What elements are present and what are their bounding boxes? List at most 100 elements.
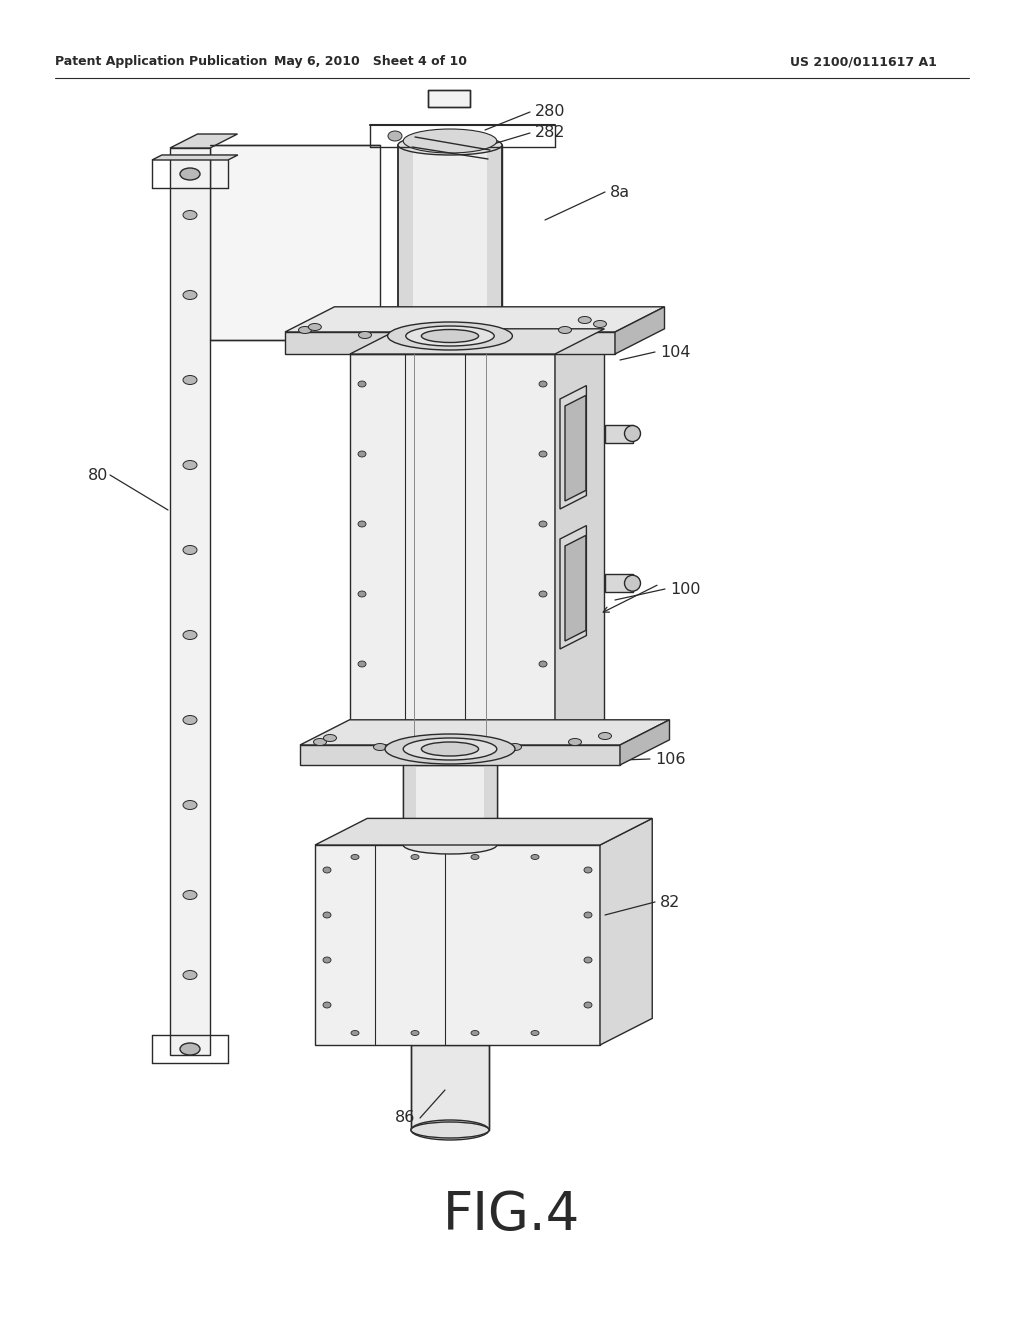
Text: 106: 106 (655, 752, 685, 767)
Ellipse shape (406, 326, 495, 346)
Ellipse shape (428, 334, 441, 342)
Ellipse shape (180, 1043, 200, 1055)
Ellipse shape (323, 867, 331, 873)
Ellipse shape (299, 326, 311, 334)
Ellipse shape (183, 715, 197, 725)
Ellipse shape (183, 375, 197, 384)
Ellipse shape (568, 738, 582, 746)
Ellipse shape (183, 970, 197, 979)
Ellipse shape (625, 576, 640, 591)
Ellipse shape (385, 734, 515, 764)
Ellipse shape (422, 742, 478, 756)
Ellipse shape (351, 854, 359, 859)
Polygon shape (428, 90, 470, 107)
Polygon shape (315, 818, 652, 845)
Text: 100: 100 (670, 582, 700, 597)
Ellipse shape (509, 743, 521, 751)
Ellipse shape (443, 747, 457, 754)
Polygon shape (560, 525, 587, 649)
Ellipse shape (183, 461, 197, 470)
Ellipse shape (531, 1031, 539, 1035)
Ellipse shape (539, 381, 547, 387)
Ellipse shape (358, 451, 366, 457)
Polygon shape (615, 306, 665, 354)
Polygon shape (560, 385, 587, 510)
Ellipse shape (411, 854, 419, 859)
Text: May 6, 2010   Sheet 4 of 10: May 6, 2010 Sheet 4 of 10 (273, 55, 467, 69)
Ellipse shape (183, 631, 197, 639)
Polygon shape (403, 766, 497, 845)
Ellipse shape (358, 591, 366, 597)
Text: FIG.4: FIG.4 (443, 1189, 581, 1241)
Polygon shape (565, 536, 586, 642)
Ellipse shape (494, 331, 507, 338)
Ellipse shape (471, 1031, 479, 1035)
Text: 86: 86 (395, 1110, 415, 1125)
Ellipse shape (625, 425, 640, 441)
Ellipse shape (419, 139, 481, 152)
Polygon shape (152, 154, 238, 160)
Ellipse shape (323, 912, 331, 917)
Text: 82: 82 (660, 895, 680, 909)
Ellipse shape (351, 1031, 359, 1035)
Ellipse shape (398, 135, 502, 154)
Ellipse shape (579, 317, 591, 323)
Ellipse shape (598, 733, 611, 739)
Ellipse shape (374, 743, 386, 751)
Ellipse shape (358, 331, 372, 338)
Polygon shape (350, 329, 604, 354)
Ellipse shape (539, 591, 547, 597)
Ellipse shape (183, 545, 197, 554)
Polygon shape (285, 306, 665, 333)
Ellipse shape (531, 854, 539, 859)
Ellipse shape (358, 661, 366, 667)
Text: Patent Application Publication: Patent Application Publication (55, 55, 267, 69)
Ellipse shape (180, 168, 200, 180)
Text: 282: 282 (535, 125, 565, 140)
Polygon shape (300, 719, 670, 744)
Ellipse shape (183, 800, 197, 809)
Polygon shape (604, 425, 633, 442)
Polygon shape (600, 818, 652, 1045)
Polygon shape (398, 145, 413, 341)
Polygon shape (285, 333, 615, 354)
Ellipse shape (324, 734, 337, 742)
Polygon shape (315, 845, 600, 1045)
Ellipse shape (388, 131, 402, 141)
Ellipse shape (584, 957, 592, 964)
Ellipse shape (183, 210, 197, 219)
Ellipse shape (539, 661, 547, 667)
Polygon shape (411, 1045, 489, 1130)
Text: US 2100/0111617 A1: US 2100/0111617 A1 (790, 55, 937, 69)
Polygon shape (170, 148, 210, 1055)
Ellipse shape (411, 1122, 489, 1138)
Ellipse shape (471, 854, 479, 859)
Polygon shape (483, 766, 497, 845)
Text: 8a: 8a (610, 185, 630, 201)
Polygon shape (170, 135, 238, 148)
Polygon shape (620, 719, 670, 766)
Ellipse shape (411, 1119, 489, 1140)
Polygon shape (300, 744, 620, 766)
Ellipse shape (358, 521, 366, 527)
Ellipse shape (183, 891, 197, 899)
Ellipse shape (323, 957, 331, 964)
Ellipse shape (358, 381, 366, 387)
Text: 104: 104 (660, 345, 690, 360)
Ellipse shape (403, 834, 497, 855)
Polygon shape (350, 354, 555, 744)
Ellipse shape (308, 323, 322, 330)
Ellipse shape (313, 738, 327, 746)
Ellipse shape (183, 290, 197, 300)
Ellipse shape (323, 1002, 331, 1008)
Ellipse shape (584, 1002, 592, 1008)
Ellipse shape (403, 129, 497, 153)
Ellipse shape (539, 451, 547, 457)
Polygon shape (565, 396, 586, 502)
Polygon shape (555, 329, 604, 744)
Ellipse shape (422, 330, 478, 342)
Polygon shape (398, 145, 502, 341)
Ellipse shape (411, 1031, 419, 1035)
Ellipse shape (584, 867, 592, 873)
Ellipse shape (388, 322, 512, 350)
